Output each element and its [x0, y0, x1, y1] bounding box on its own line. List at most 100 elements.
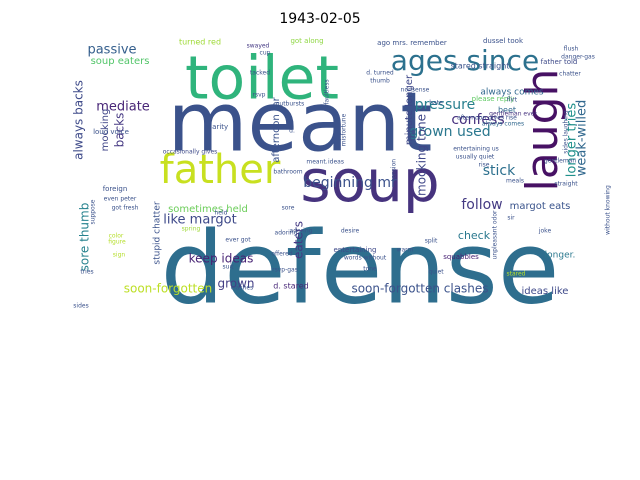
word-cloud-word: stupid chatter — [153, 201, 163, 264]
word-cloud-word: unpleasant odor — [492, 210, 499, 259]
word-cloud-word: stared — [507, 271, 526, 278]
word-cloud-word: misfortune — [341, 113, 348, 146]
word-cloud-word: rsvp-gas — [272, 267, 298, 274]
word-cloud-word: always comes — [480, 88, 544, 98]
word-cloud-word: warm — [397, 247, 414, 254]
word-cloud-word: keep ideas — [189, 252, 254, 266]
word-cloud-word: held — [215, 210, 228, 217]
word-cloud-word: straight — [554, 181, 578, 188]
word-cloud-word: entertaining — [334, 246, 377, 254]
word-cloud-word: adoring — [290, 228, 313, 235]
word-cloud-word: sometimes held — [168, 204, 248, 215]
word-cloud-word: sore thumb — [78, 203, 92, 272]
word-cloud-word: sir — [507, 215, 515, 222]
word-cloud-word: spring — [182, 226, 201, 233]
word-cloud-word: sore — [282, 205, 295, 212]
word-cloud-word: occasionally gives — [163, 149, 218, 156]
word-cloud-word: nonsense — [401, 87, 430, 94]
word-cloud-word: flush — [564, 46, 579, 53]
word-cloud-word: backs — [113, 113, 127, 148]
word-cloud-word: gentleman ever — [489, 111, 537, 118]
word-cloud-word: joke — [538, 228, 552, 235]
word-cloud-word: even peter — [104, 196, 137, 203]
word-cloud-word: chatter — [559, 71, 581, 78]
word-cloud-word: foreign — [103, 185, 128, 193]
word-cloud-word: father told — [541, 58, 578, 66]
word-cloud-word: always backs — [72, 80, 86, 160]
word-cloud-word: weak-willed — [575, 100, 590, 177]
word-cloud-word: dussel took — [483, 37, 524, 45]
word-cloud-word: toilet — [185, 44, 339, 114]
word-cloud-word: tone — [363, 266, 377, 273]
word-cloud-word: squabbles — [443, 253, 479, 261]
word-cloud-word: follow — [461, 197, 502, 213]
word-cloud-word: hate — [429, 100, 443, 107]
word-cloud-word: gentleman — [544, 158, 577, 165]
word-cloud-word: words without — [344, 255, 387, 262]
word-cloud-word: color — [109, 233, 124, 240]
word-cloud-word: figure — [108, 239, 126, 246]
word-cloud-word: hilarity — [204, 123, 228, 131]
word-cloud-word: adoring — [275, 230, 298, 237]
word-cloud-word: mediate — [96, 100, 150, 115]
word-cloud-word: bathroom — [273, 169, 302, 176]
word-cloud-word: without knowing — [605, 185, 612, 235]
word-cloud-word: outbursts — [276, 101, 305, 108]
word-cloud-word: stick — [483, 163, 516, 179]
word-cloud-word: tries — [80, 269, 93, 276]
word-cloud-word: swayed — [247, 43, 270, 50]
word-cloud-word: afternoon gives rise — [457, 115, 517, 122]
word-cloud-word: got fresh — [112, 205, 139, 212]
word-cloud-word: grown used — [409, 124, 490, 140]
word-cloud-word: d. — [289, 128, 295, 135]
word-cloud-word: sides laughing — [563, 110, 570, 154]
word-cloud-word: confess — [451, 112, 504, 128]
figure-title: 1943-02-05 — [279, 11, 361, 27]
word-cloud-word: d. stared — [273, 282, 308, 291]
word-cloud-word: minute longer — [404, 74, 415, 145]
word-cloud-word: turned red — [179, 38, 221, 47]
word-cloud-word: rsvp — [253, 92, 266, 99]
word-cloud-word: sign — [113, 252, 126, 259]
word-cloud-word: meant. — [306, 159, 327, 166]
word-cloud-word: grown — [217, 277, 254, 291]
word-cloud-word: desire — [341, 228, 360, 235]
word-cloud-word: soon-forgotten — [124, 282, 213, 296]
word-cloud-word: pressure — [415, 97, 475, 113]
word-cloud-word: offered — [271, 251, 293, 258]
word-cloud-word: quiet — [428, 269, 444, 276]
word-cloud-word: usually quiet — [456, 154, 495, 161]
word-cloud-word: sides — [73, 303, 88, 310]
word-cloud-word: flirt — [507, 97, 518, 104]
word-cloud-word: please reply — [472, 95, 515, 103]
word-cloud-word: ideas — [328, 159, 344, 166]
word-cloud-word: soup eaters — [91, 56, 150, 67]
word-cloud-word: faultless — [324, 79, 331, 104]
word-cloud-word: laugh — [517, 69, 568, 192]
word-cloud-word: meals — [506, 178, 524, 185]
word-cloud-word: longer. — [545, 251, 576, 261]
word-cloud-word: stared straight — [451, 62, 510, 71]
word-cloud-word: ever got — [225, 237, 251, 244]
word-cloud-word: mocking tone — [415, 114, 429, 196]
word-cloud-word: beet — [498, 106, 516, 115]
word-cloud-word: mocking — [100, 109, 111, 152]
word-cloud-word: father — [160, 147, 281, 193]
word-cloud-word: thumb — [370, 78, 390, 85]
word-cloud-word: suit — [223, 264, 235, 271]
word-cloud-word: clashes — [231, 285, 253, 292]
word-cloud-word: eaters — [292, 221, 306, 259]
word-cloud-word: like margot — [163, 213, 236, 228]
word-cloud-word: split — [425, 238, 438, 245]
word-cloud-word: longer tries — [565, 103, 580, 178]
word-cloud-word: margot eats — [510, 201, 571, 212]
word-cloud-word: defense — [161, 209, 560, 326]
word-cloud-word: meant — [168, 75, 433, 170]
word-cloud-word: danger-gas — [561, 54, 595, 61]
word-cloud-word: ago mrs. remember — [377, 39, 447, 47]
word-cloud-word: afternoon mr — [271, 96, 282, 162]
word-cloud-word: d. turned — [366, 70, 394, 77]
word-cloud-word: ideas like — [522, 286, 569, 297]
word-cloud-word: cup — [260, 50, 271, 57]
word-cloud-word: check — [458, 229, 491, 242]
